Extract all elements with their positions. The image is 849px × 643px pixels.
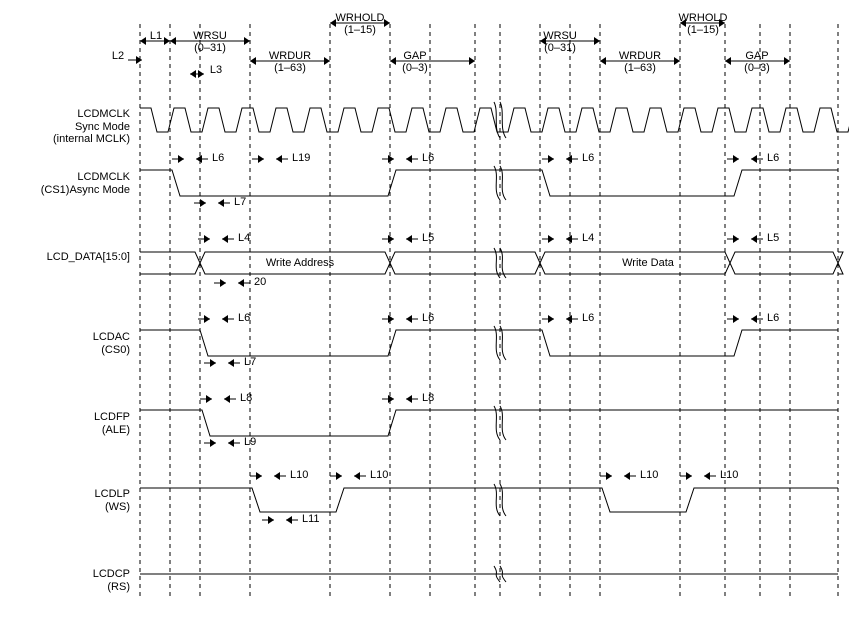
text-label: L7 [244, 356, 256, 368]
text-label: L7 [234, 196, 246, 208]
text-label: WRDUR(1–63) [250, 50, 330, 74]
text-label: L5 [422, 232, 434, 244]
text-label: L6 [767, 312, 779, 324]
text-label: L8 [422, 392, 434, 404]
text-label: WRDUR(1–63) [600, 50, 680, 74]
signal-label-lcd_data: LCD_DATA[15:0] [0, 251, 130, 264]
signal-label-lcdcp: LCDCP(RS) [0, 568, 130, 593]
text-label: L6 [238, 312, 250, 324]
text-label: L4 [582, 232, 594, 244]
text-label: L6 [582, 152, 594, 164]
signal-label-lcdlp: LCDLP(WS) [0, 488, 130, 513]
text-label: WRSU(0–31) [170, 30, 250, 54]
text-label: L10 [290, 469, 308, 481]
text-label: L19 [292, 152, 310, 164]
text-label: L10 [370, 469, 388, 481]
text-label: WRHOLD(1–15) [663, 12, 743, 36]
signal-label-lcdfp: LCDFP(ALE) [0, 411, 130, 436]
text-label: L6 [582, 312, 594, 324]
text-label: L8 [240, 392, 252, 404]
text-label: L6 [422, 312, 434, 324]
text-label: GAP(0–3) [375, 50, 455, 74]
text-label: WRHOLD(1–15) [320, 12, 400, 36]
bus-value: Write Address [235, 257, 365, 269]
text-label: L6 [212, 152, 224, 164]
text-label: L10 [720, 469, 738, 481]
text-label: L4 [238, 232, 250, 244]
text-label: L10 [640, 469, 658, 481]
text-label: L9 [244, 436, 256, 448]
text-label: L5 [767, 232, 779, 244]
bus-value: Write Data [583, 257, 713, 269]
text-label: L6 [422, 152, 434, 164]
text-label: L11 [302, 513, 320, 525]
text-label: L6 [767, 152, 779, 164]
text-label: WRSU(0–31) [520, 30, 600, 54]
text-label: L2 [78, 50, 158, 62]
text-label: L3 [176, 64, 256, 76]
text-label: 20 [254, 276, 266, 288]
signal-label-lcdac: LCDAC(CS0) [0, 331, 130, 356]
signal-label-mclk_sync: LCDMCLKSync Mode(internal MCLK) [0, 108, 130, 146]
signal-label-mclk_async: LCDMCLK(CS1)Async Mode [0, 171, 130, 196]
text-label: GAP(0–3) [717, 50, 797, 74]
